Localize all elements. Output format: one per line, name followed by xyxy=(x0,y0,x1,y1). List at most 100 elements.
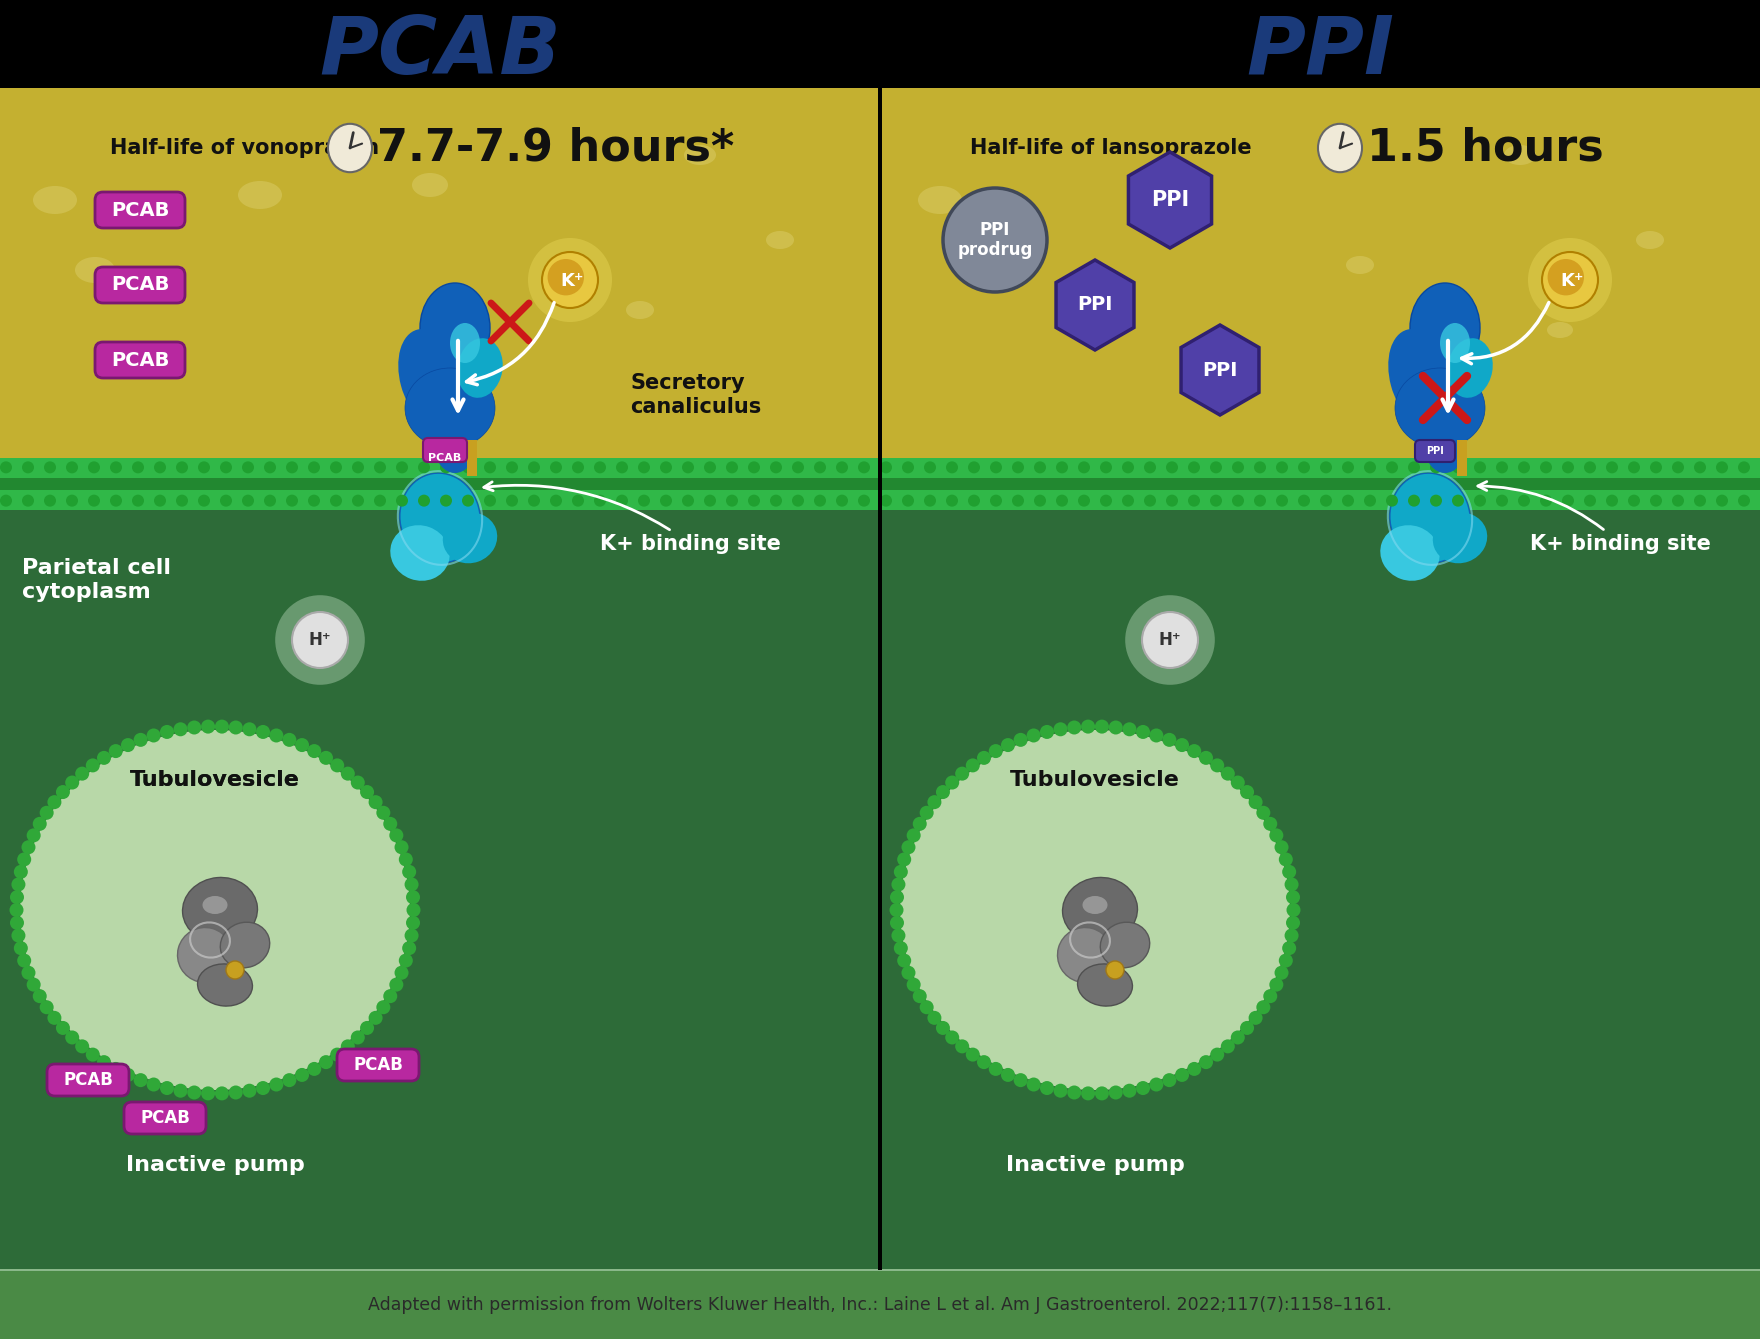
Circle shape xyxy=(40,806,53,819)
Ellipse shape xyxy=(398,329,461,427)
Circle shape xyxy=(1241,1020,1255,1035)
Circle shape xyxy=(229,720,243,735)
Circle shape xyxy=(121,738,136,753)
Circle shape xyxy=(593,462,605,474)
Circle shape xyxy=(1320,462,1332,474)
Circle shape xyxy=(229,1086,243,1099)
Circle shape xyxy=(1387,462,1397,474)
Ellipse shape xyxy=(435,423,475,473)
Circle shape xyxy=(241,462,253,474)
Circle shape xyxy=(616,494,628,506)
Circle shape xyxy=(1109,1086,1123,1099)
Circle shape xyxy=(1100,462,1112,474)
Circle shape xyxy=(943,187,1047,292)
Bar xyxy=(0,458,880,510)
Circle shape xyxy=(572,494,584,506)
Circle shape xyxy=(440,462,452,474)
Circle shape xyxy=(1144,494,1156,506)
Circle shape xyxy=(1716,462,1728,474)
Circle shape xyxy=(350,775,364,790)
Ellipse shape xyxy=(1100,923,1149,968)
Ellipse shape xyxy=(1058,928,1112,983)
Circle shape xyxy=(1257,1000,1271,1014)
Text: PPI: PPI xyxy=(1151,190,1190,210)
Circle shape xyxy=(97,751,111,765)
Circle shape xyxy=(109,744,123,758)
Circle shape xyxy=(361,785,375,799)
Circle shape xyxy=(341,767,356,781)
Ellipse shape xyxy=(400,473,480,562)
Circle shape xyxy=(1737,494,1749,506)
Circle shape xyxy=(956,1039,970,1054)
Circle shape xyxy=(748,462,760,474)
Circle shape xyxy=(1547,258,1584,296)
Circle shape xyxy=(1188,462,1200,474)
Text: PCAB: PCAB xyxy=(141,1109,190,1127)
Circle shape xyxy=(1001,738,1016,753)
Bar xyxy=(878,88,882,1269)
Ellipse shape xyxy=(444,513,498,564)
Circle shape xyxy=(403,865,415,878)
Circle shape xyxy=(681,462,693,474)
Circle shape xyxy=(1081,719,1095,734)
Circle shape xyxy=(243,722,257,736)
Circle shape xyxy=(1188,494,1200,506)
Circle shape xyxy=(1162,1073,1176,1087)
Circle shape xyxy=(1584,494,1596,506)
Circle shape xyxy=(1095,719,1109,734)
Text: 7.7-7.9 hours*: 7.7-7.9 hours* xyxy=(377,126,734,170)
Circle shape xyxy=(350,1031,364,1044)
Circle shape xyxy=(269,728,283,743)
Circle shape xyxy=(201,1086,215,1101)
Circle shape xyxy=(1287,890,1301,904)
Circle shape xyxy=(407,890,421,904)
Circle shape xyxy=(384,990,398,1003)
Ellipse shape xyxy=(1447,339,1492,398)
Circle shape xyxy=(65,1031,79,1044)
Ellipse shape xyxy=(1547,321,1573,337)
Circle shape xyxy=(1211,462,1221,474)
Circle shape xyxy=(549,494,561,506)
Circle shape xyxy=(1014,1073,1028,1087)
Circle shape xyxy=(1452,494,1464,506)
Circle shape xyxy=(1035,462,1045,474)
Circle shape xyxy=(928,795,942,809)
Circle shape xyxy=(215,719,229,734)
Circle shape xyxy=(40,1000,53,1014)
Circle shape xyxy=(160,1081,174,1095)
Circle shape xyxy=(1276,494,1288,506)
Circle shape xyxy=(906,829,920,842)
Circle shape xyxy=(1221,767,1236,781)
Text: PCAB: PCAB xyxy=(354,1056,403,1074)
Circle shape xyxy=(1297,462,1309,474)
Text: Inactive pump: Inactive pump xyxy=(125,1156,304,1176)
Circle shape xyxy=(924,494,936,506)
Circle shape xyxy=(373,462,385,474)
Circle shape xyxy=(1248,1011,1262,1024)
Ellipse shape xyxy=(202,896,227,915)
Circle shape xyxy=(134,1073,148,1087)
Circle shape xyxy=(187,1086,201,1099)
Circle shape xyxy=(507,462,517,474)
Circle shape xyxy=(407,902,421,917)
Circle shape xyxy=(1280,953,1294,968)
Circle shape xyxy=(1241,785,1255,799)
Circle shape xyxy=(1162,732,1176,747)
Circle shape xyxy=(1628,462,1640,474)
Circle shape xyxy=(9,902,23,917)
Circle shape xyxy=(891,890,905,904)
Circle shape xyxy=(255,724,269,739)
Circle shape xyxy=(681,494,693,506)
Circle shape xyxy=(319,1055,333,1069)
Circle shape xyxy=(1067,1086,1081,1099)
Circle shape xyxy=(176,462,188,474)
Circle shape xyxy=(913,817,928,832)
Circle shape xyxy=(394,841,408,854)
Text: K⁺: K⁺ xyxy=(560,272,584,291)
Circle shape xyxy=(1077,494,1089,506)
Circle shape xyxy=(936,1020,950,1035)
Circle shape xyxy=(461,462,473,474)
Circle shape xyxy=(1012,494,1024,506)
Circle shape xyxy=(637,494,649,506)
Circle shape xyxy=(11,877,25,892)
